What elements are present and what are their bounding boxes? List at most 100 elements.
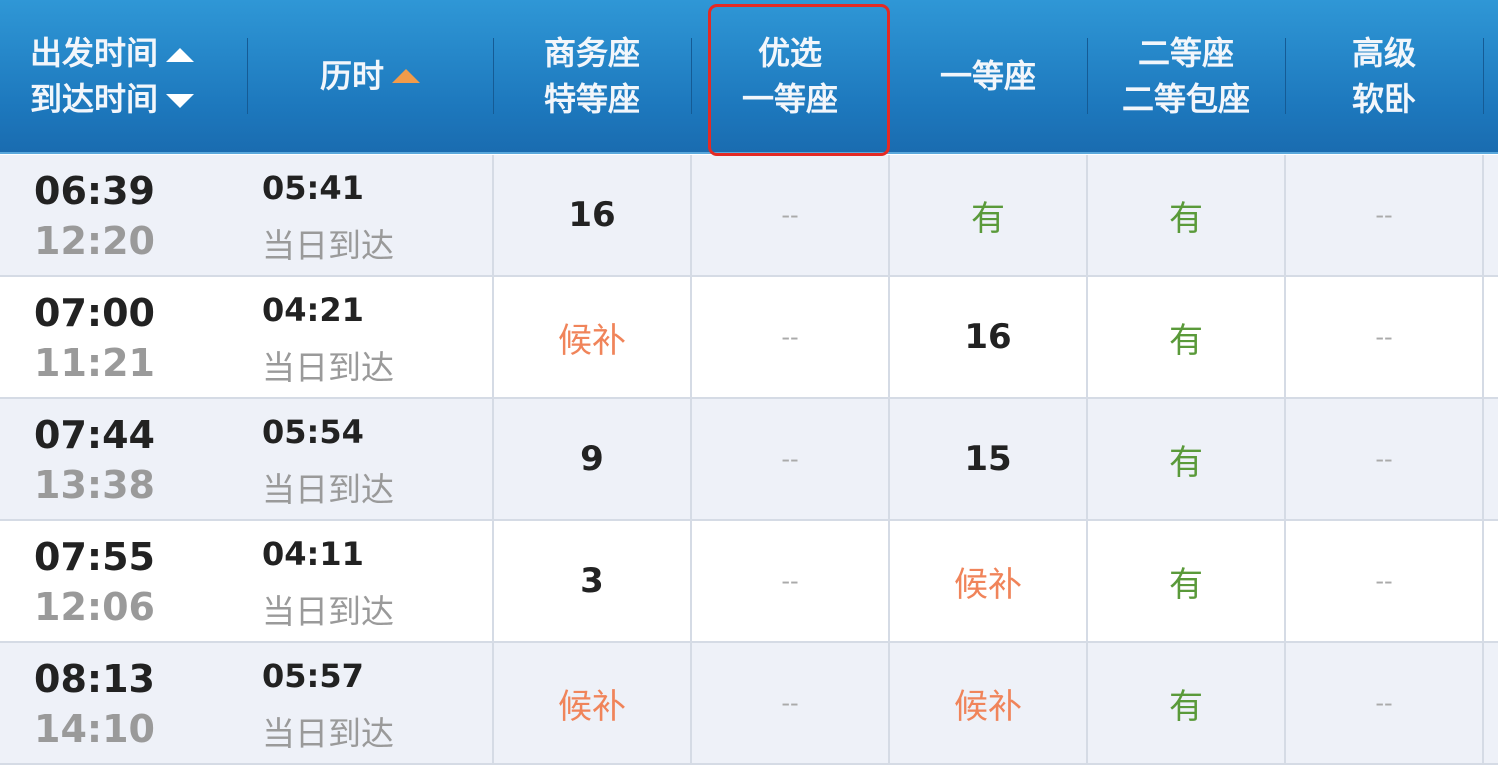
divider bbox=[1285, 38, 1286, 114]
divider bbox=[690, 399, 692, 519]
divider bbox=[1086, 643, 1088, 763]
seat-availability[interactable]: 16 bbox=[964, 317, 1012, 357]
divider bbox=[888, 277, 890, 397]
divider bbox=[1087, 38, 1088, 114]
sort-duration-header[interactable]: 历时 bbox=[247, 0, 493, 152]
table-row[interactable]: 08:13 14:10 05:57 当日到达 候补 -- 候补 有 -- bbox=[0, 643, 1498, 765]
depart-time: 07:00 bbox=[34, 291, 155, 335]
divider bbox=[690, 155, 692, 275]
sort-depart-time[interactable]: 出发时间 bbox=[30, 30, 195, 76]
seat-availability[interactable]: 有 bbox=[1169, 686, 1203, 727]
header-preferred-first-class: 优选 一等座 bbox=[741, 34, 838, 118]
seat-availability[interactable]: 候补 bbox=[954, 564, 1022, 605]
table-row[interactable]: 07:44 13:38 05:54 当日到达 9 -- 15 有 -- bbox=[0, 399, 1498, 521]
arrive-time: 11:21 bbox=[34, 341, 155, 385]
table-header: 出发时间 到达时间 历时 商务座 特等座 优选 一等座 一等座 二等座 二等包座 高级… bbox=[0, 0, 1498, 154]
duration: 04:11 bbox=[262, 535, 364, 573]
seat-availability: -- bbox=[781, 567, 799, 595]
arrival-day: 当日到达 bbox=[262, 714, 394, 753]
sort-arrive-time[interactable]: 到达时间 bbox=[30, 76, 195, 122]
divider bbox=[1483, 38, 1484, 114]
table-row[interactable]: 07:55 12:06 04:11 当日到达 3 -- 候补 有 -- bbox=[0, 521, 1498, 643]
table-row[interactable]: 06:39 12:20 05:41 当日到达 16 -- 有 有 -- bbox=[0, 155, 1498, 277]
seat-availability: -- bbox=[781, 689, 799, 717]
seat-availability: -- bbox=[1375, 201, 1393, 229]
divider bbox=[1086, 399, 1088, 519]
arrival-day: 当日到达 bbox=[262, 348, 394, 387]
header-second-class: 二等座 二等包座 bbox=[1121, 34, 1250, 118]
divider bbox=[1284, 399, 1286, 519]
seat-availability[interactable]: 9 bbox=[580, 439, 604, 479]
duration: 05:41 bbox=[262, 169, 364, 207]
depart-time: 07:44 bbox=[34, 413, 155, 457]
divider bbox=[888, 643, 890, 763]
seat-availability[interactable]: 有 bbox=[1169, 442, 1203, 483]
seat-availability[interactable]: 16 bbox=[568, 195, 616, 235]
seat-availability: -- bbox=[781, 323, 799, 351]
seat-availability[interactable]: 有 bbox=[971, 198, 1005, 239]
seat-availability[interactable]: 有 bbox=[1169, 320, 1203, 361]
divider bbox=[492, 643, 494, 763]
divider bbox=[690, 643, 692, 763]
arrive-time: 12:06 bbox=[34, 585, 155, 629]
seat-availability[interactable]: 候补 bbox=[558, 686, 626, 727]
divider bbox=[1086, 277, 1088, 397]
seat-availability: -- bbox=[781, 201, 799, 229]
divider bbox=[1086, 155, 1088, 275]
table-row[interactable]: 07:00 11:21 04:21 当日到达 候补 -- 16 有 -- bbox=[0, 277, 1498, 399]
seat-availability[interactable]: 3 bbox=[580, 561, 604, 601]
header-business-seat: 商务座 特等座 bbox=[543, 34, 640, 118]
divider bbox=[691, 38, 692, 114]
seat-availability: -- bbox=[1375, 445, 1393, 473]
header-deluxe-soft-sleeper: 高级 软卧 bbox=[1351, 34, 1416, 118]
arrival-day: 当日到达 bbox=[262, 226, 394, 265]
divider bbox=[492, 399, 494, 519]
depart-time: 08:13 bbox=[34, 657, 155, 701]
divider bbox=[493, 38, 494, 114]
divider bbox=[1482, 399, 1484, 519]
seat-availability[interactable]: 有 bbox=[1169, 564, 1203, 605]
sort-time-header[interactable]: 出发时间 到达时间 bbox=[30, 0, 240, 152]
divider bbox=[1086, 521, 1088, 641]
seat-availability[interactable]: 候补 bbox=[954, 686, 1022, 727]
seat-availability: -- bbox=[1375, 689, 1393, 717]
seat-availability: -- bbox=[1375, 323, 1393, 351]
divider bbox=[1482, 643, 1484, 763]
arrive-time: 13:38 bbox=[34, 463, 155, 507]
arrival-day: 当日到达 bbox=[262, 592, 394, 631]
divider bbox=[888, 521, 890, 641]
sort-asc-icon[interactable] bbox=[166, 48, 195, 62]
seat-availability: -- bbox=[1375, 567, 1393, 595]
depart-time: 07:55 bbox=[34, 535, 155, 579]
arrive-time: 12:20 bbox=[34, 219, 155, 263]
seat-availability: -- bbox=[781, 445, 799, 473]
divider bbox=[690, 521, 692, 641]
seat-availability[interactable]: 15 bbox=[964, 439, 1012, 479]
duration: 05:54 bbox=[262, 413, 364, 451]
divider bbox=[888, 155, 890, 275]
divider bbox=[1482, 277, 1484, 397]
duration: 04:21 bbox=[262, 291, 364, 329]
arrive-time: 14:10 bbox=[34, 707, 155, 751]
seat-availability[interactable]: 有 bbox=[1169, 198, 1203, 239]
divider bbox=[492, 521, 494, 641]
divider bbox=[1284, 155, 1286, 275]
divider bbox=[1482, 155, 1484, 275]
arrival-day: 当日到达 bbox=[262, 470, 394, 509]
divider bbox=[888, 399, 890, 519]
sort-desc-icon[interactable] bbox=[166, 94, 195, 108]
duration: 05:57 bbox=[262, 657, 364, 695]
divider bbox=[492, 277, 494, 397]
depart-time: 06:39 bbox=[34, 169, 155, 213]
divider bbox=[247, 38, 248, 114]
divider bbox=[1284, 643, 1286, 763]
header-first-class: 一等座 bbox=[939, 57, 1036, 95]
divider bbox=[492, 155, 494, 275]
seat-availability[interactable]: 候补 bbox=[558, 320, 626, 361]
divider bbox=[1284, 277, 1286, 397]
divider bbox=[1284, 521, 1286, 641]
sort-asc-icon[interactable] bbox=[392, 69, 420, 83]
highlight-box bbox=[708, 4, 890, 156]
divider bbox=[690, 277, 692, 397]
divider bbox=[1482, 521, 1484, 641]
